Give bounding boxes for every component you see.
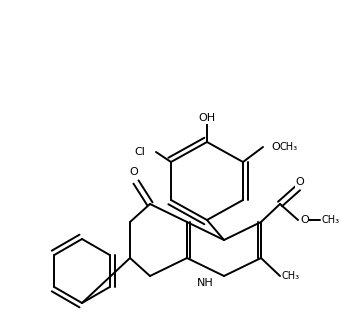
Text: O: O [296, 177, 304, 187]
Text: O: O [130, 167, 138, 177]
Text: O: O [300, 215, 309, 225]
Text: CH₃: CH₃ [282, 271, 300, 281]
Text: OH: OH [199, 113, 216, 123]
Text: O: O [271, 142, 280, 152]
Text: Cl: Cl [135, 147, 145, 157]
Text: CH₃: CH₃ [280, 142, 298, 152]
Text: NH: NH [196, 278, 213, 288]
Text: CH₃: CH₃ [322, 215, 340, 225]
